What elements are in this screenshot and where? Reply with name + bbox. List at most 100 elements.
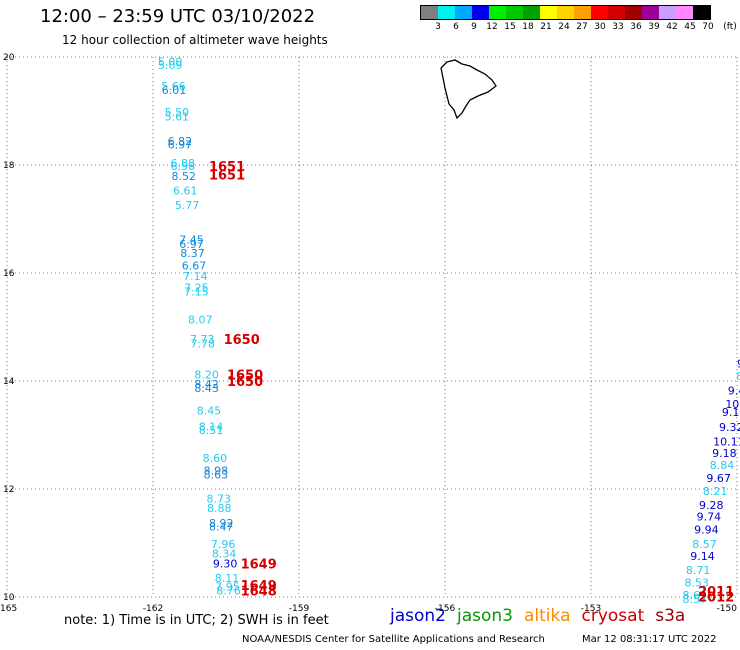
cycle-number-label: 2011 <box>698 585 734 600</box>
legend-swatch <box>421 6 438 19</box>
longitude-label: -156 <box>435 604 456 614</box>
legend-tick-label: 6 <box>453 22 459 32</box>
west-track-labels: 5.005.095.666.015.505.616.826.976.886.58… <box>158 55 241 597</box>
legend-labels: 3 6 9 12 15 18 21 24 27 30 33 36 39 42 45 70 (ft) <box>420 20 737 34</box>
latitude-label: 16 <box>3 269 15 279</box>
wave-height-label: 5.50 <box>165 106 190 119</box>
wave-height-label: 10.11 <box>713 435 740 448</box>
legend-swatch <box>438 6 455 19</box>
wave-height-label: 7.78 <box>190 338 215 351</box>
legend-swatch <box>693 6 710 19</box>
wave-height-label: 6.97 <box>168 138 193 151</box>
satellite-legend: jason2 jason3 altika cryosat s3a <box>390 606 696 626</box>
wave-height-label: 5.00 <box>158 55 183 68</box>
legend-tick-label: 45 <box>684 22 696 32</box>
wave-height-label: 8.57 <box>682 593 707 606</box>
wave-height-label: 8.45 <box>197 405 222 418</box>
east-track-labels: 999.8.9.49.28.79.648.849.4110.089.179.32… <box>682 319 740 606</box>
map-title: 12:00 – 23:59 UTC 03/10/2022 <box>40 6 316 27</box>
wave-height-label: 6.01 <box>162 84 187 97</box>
legend-swatch <box>523 6 540 19</box>
legend-tick-label: 18 <box>522 22 534 32</box>
cycle-number-label: 1650 <box>227 375 263 390</box>
wave-height-label: 8.57 <box>692 538 717 551</box>
wave-height-label: 5.61 <box>165 110 190 123</box>
wave-height-label: 8.63 <box>204 468 229 481</box>
wave-height-label: 8.20 <box>194 369 219 382</box>
cycle-number-label: 1650 <box>227 369 263 384</box>
wave-height-label: 6.58 <box>171 160 196 173</box>
wave-height-label: 8.43 <box>194 382 219 395</box>
wave-height-label: 8.69 <box>682 589 707 602</box>
legend-swatch <box>557 6 574 19</box>
legend-swatch <box>659 6 676 19</box>
wave-height-label: 8.71 <box>686 564 711 577</box>
wave-height-label: 9.41 <box>728 385 740 398</box>
cycle-number-label: 1649 <box>241 579 277 594</box>
satellite-cryosat: cryosat <box>581 606 645 626</box>
wave-height-label: 8.76 <box>216 585 241 598</box>
longitude-label: -153 <box>581 604 601 614</box>
wave-height-label: 9.67 <box>706 472 731 485</box>
wave-height-label: 5.09 <box>158 59 183 72</box>
wave-height-label: 9.32 <box>719 421 740 434</box>
wave-height-label: 7.15 <box>184 285 209 298</box>
wave-height-label: 9.64 <box>737 358 740 371</box>
legend-swatch <box>625 6 642 19</box>
legend-swatch <box>489 6 506 19</box>
satellite-jason2: jason2 <box>390 606 446 626</box>
legend-tick-label: 15 <box>504 22 516 32</box>
latitude-label: 12 <box>3 485 14 495</box>
wave-height-label: 9.94 <box>694 524 719 537</box>
wave-height-label: 8.98 <box>204 465 229 478</box>
wave-height-label: 6.97 <box>179 238 204 251</box>
legend-tick-label: 3 <box>435 22 441 32</box>
legend-tick-label: 30 <box>594 22 606 32</box>
cycle-number-label: 2012 <box>698 590 734 605</box>
wave-height-label: 8.51 <box>199 424 224 437</box>
legend-swatch <box>591 6 608 19</box>
legend-tick-label: 70 <box>702 22 714 32</box>
wave-height-label: 7.96 <box>211 538 236 551</box>
longitude-label: -150 <box>717 604 738 614</box>
credit-line: NOAA/NESDIS Center for Satellite Applica… <box>242 634 545 645</box>
wave-height-label: 8.84 <box>710 459 735 472</box>
wave-height-label: 8.07 <box>188 313 213 326</box>
wave-height-label: 9.28 <box>699 499 724 512</box>
satellite-s3a: s3a <box>655 606 686 626</box>
legend-swatch <box>642 6 659 19</box>
latitude-label: 18 <box>3 161 15 171</box>
latitude-label: 14 <box>3 377 15 387</box>
color-legend: 3 6 9 12 15 18 21 24 27 30 33 36 39 42 45 70 (ft) <box>420 5 737 34</box>
map-subtitle: 12 hour collection of altimeter wave hei… <box>62 33 328 47</box>
wave-height-label: 8.11 <box>215 572 240 585</box>
wave-height-label: 8.34 <box>212 547 237 560</box>
wave-height-label: 7.14 <box>183 270 208 283</box>
latitude-label: 20 <box>3 53 15 63</box>
legend-tick-label: 21 <box>540 22 552 32</box>
hawaii-island-coastline <box>440 59 497 120</box>
cycle-number-label: 1651 <box>209 169 245 184</box>
legend-swatch <box>472 6 489 19</box>
legend-swatch <box>455 6 472 19</box>
legend-swatch <box>574 6 591 19</box>
longitude-label: -165 <box>0 604 17 614</box>
axis-labels: -165 -162 -159 -156 -153 -150 10 12 14 16 18 20 <box>0 53 737 614</box>
wave-height-label: 7.73 <box>190 333 215 346</box>
wave-height-label: 6.67 <box>182 259 207 272</box>
legend-tick-label: 39 <box>648 22 660 32</box>
longitude-label: -162 <box>143 604 163 614</box>
longitude-label: -159 <box>289 604 310 614</box>
legend-swatch <box>676 6 693 19</box>
wave-height-label: 9.30 <box>213 558 238 571</box>
wave-height-label: 10.08 <box>725 398 740 411</box>
wave-height-label: 7.95 <box>215 581 240 594</box>
legend-tick-label: 36 <box>630 22 642 32</box>
legend-swatch <box>608 6 625 19</box>
wave-height-label: 8.21 <box>703 485 728 498</box>
units-note: note: 1) Time is in UTC; 2) SWH is in fe… <box>64 613 329 628</box>
wave-height-label: 7.25 <box>184 282 209 295</box>
wave-height-label: 5.77 <box>175 199 200 212</box>
legend-tick-label: 24 <box>558 22 570 32</box>
